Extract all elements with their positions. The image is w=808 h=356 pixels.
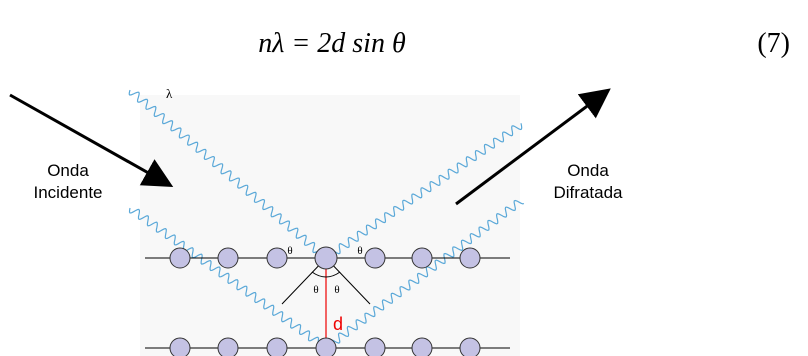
- equation-number: (7): [757, 28, 790, 59]
- incident-label: Incidente: [34, 183, 103, 202]
- atom: [170, 248, 190, 268]
- diffracted-label: Difratada: [554, 183, 624, 202]
- page: {"equation": "nλ = 2d sin θ", "equation_…: [0, 0, 808, 356]
- equation: nλ = 2d sin θ: [258, 28, 406, 59]
- incident-label: Onda: [47, 161, 89, 180]
- wavelength-label: λ: [166, 86, 173, 101]
- atom: [315, 247, 337, 269]
- atom: [412, 248, 432, 268]
- atom: [218, 248, 238, 268]
- atom: [412, 338, 432, 356]
- atom: [365, 338, 385, 356]
- spacing-label: d: [333, 314, 343, 334]
- atom: [365, 248, 385, 268]
- figure: nλ = 2d sin θ (7) Onda Incidente Onda Di…: [0, 0, 808, 356]
- atom: [218, 338, 238, 356]
- atom: [267, 248, 287, 268]
- atom: [267, 338, 287, 356]
- angle-label: θ: [334, 284, 339, 296]
- atom: [170, 338, 190, 356]
- atom: [460, 338, 480, 356]
- diffracted-label: Onda: [567, 161, 609, 180]
- angle-label: θ: [313, 284, 318, 296]
- diagram-background: [140, 95, 520, 356]
- atom: [460, 248, 480, 268]
- atom: [316, 338, 336, 356]
- angle-label: θ: [287, 245, 292, 257]
- angle-label: θ: [357, 245, 362, 257]
